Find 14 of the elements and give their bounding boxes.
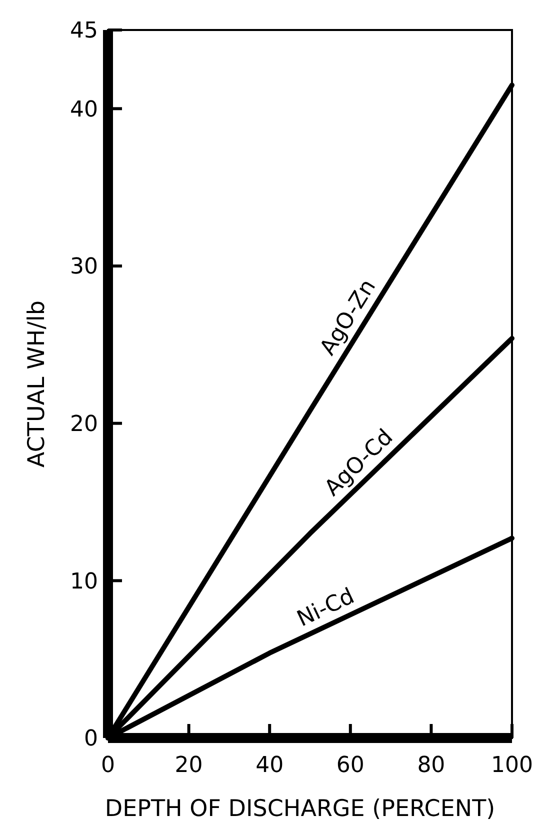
x-tick-label: 20 — [174, 753, 203, 778]
y-tick-label: 40 — [70, 97, 98, 122]
y-axis-title: ACTUAL WH/lb — [24, 300, 50, 468]
y-tick-label: 20 — [70, 412, 98, 438]
x-tick-label: 0 — [101, 753, 115, 778]
y-tick-label: 45 — [70, 18, 98, 44]
x-axis-title: DEPTH OF DISCHARGE (PERCENT) — [104, 796, 496, 822]
x-tick-label: 40 — [256, 753, 284, 778]
y-tick-label: 30 — [70, 254, 98, 280]
x-tick-label: 100 — [491, 753, 533, 778]
y-tick-label: 10 — [70, 569, 98, 594]
x-tick-label: 80 — [417, 753, 446, 778]
y-tick-label: 0 — [84, 726, 98, 752]
x-tick-label: 60 — [336, 753, 364, 778]
